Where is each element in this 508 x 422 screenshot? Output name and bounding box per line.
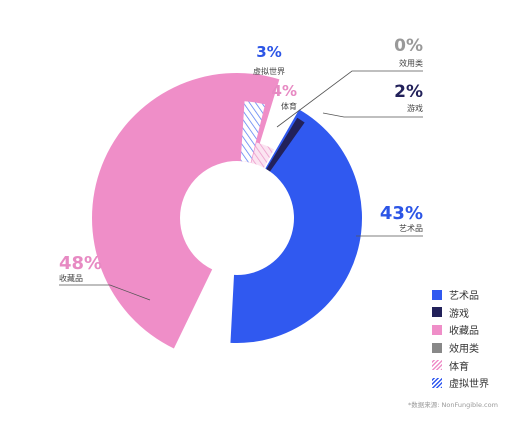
legend-swatch xyxy=(432,342,442,353)
data-label-3-value: 48% xyxy=(59,253,102,274)
legend-label: 艺术品 xyxy=(449,291,479,303)
leader-line-2 xyxy=(322,112,423,118)
slice-6 xyxy=(240,101,266,163)
legend-label: 虚拟世界 xyxy=(449,379,489,391)
source-note: *数据来源: NonFungible.com xyxy=(408,401,498,409)
leader-line-3 xyxy=(59,284,151,301)
legend-swatch xyxy=(432,307,442,318)
legend-swatch xyxy=(432,289,442,300)
legend-label: 体育 xyxy=(449,361,469,373)
data-label-1-value: 43% xyxy=(380,203,423,224)
slices xyxy=(91,72,362,349)
legend-item-6: 虚拟世界 xyxy=(432,374,489,392)
data-label-4-category: 效用类 xyxy=(399,58,423,68)
legend-item-5: 体育 xyxy=(432,356,489,374)
data-labels: 43%艺术品 2%游戏 48%收藏品 0% 效用类 4%体育 3% 虚拟世界 xyxy=(59,36,423,283)
legend-label: 收藏品 xyxy=(449,326,479,338)
legend-item-4: 效用类 xyxy=(432,339,489,357)
legend: 艺术品游戏收藏品效用类体育虚拟世界 xyxy=(432,286,489,392)
leader-line-4 xyxy=(276,70,423,128)
slice-5 xyxy=(251,142,274,168)
data-label-6-value: 3% xyxy=(256,43,281,61)
leader-lines xyxy=(59,70,423,301)
legend-swatch xyxy=(432,360,442,371)
legend-item-3: 收藏品 xyxy=(432,321,489,339)
data-label-2-value: 2% xyxy=(394,82,423,102)
legend-item-1: 艺术品 xyxy=(432,286,489,304)
legend-label: 效用类 xyxy=(449,344,479,356)
slice-2 xyxy=(266,117,305,172)
data-label-2-category: 游戏 xyxy=(407,103,423,113)
slice-3 xyxy=(91,72,280,349)
legend-item-2: 游戏 xyxy=(432,304,489,322)
data-label-4-value: 0% xyxy=(394,36,423,56)
data-label-5-value: 4% xyxy=(272,82,297,100)
data-label-6-category: 虚拟世界 xyxy=(253,66,285,76)
data-label-1-category: 艺术品 xyxy=(399,223,423,233)
data-label-3-category: 收藏品 xyxy=(59,273,83,283)
legend-swatch xyxy=(432,324,442,335)
slice-1 xyxy=(230,109,362,344)
legend-swatch xyxy=(432,377,442,388)
data-label-5-category: 体育 xyxy=(281,101,297,111)
legend-label: 游戏 xyxy=(449,308,469,320)
